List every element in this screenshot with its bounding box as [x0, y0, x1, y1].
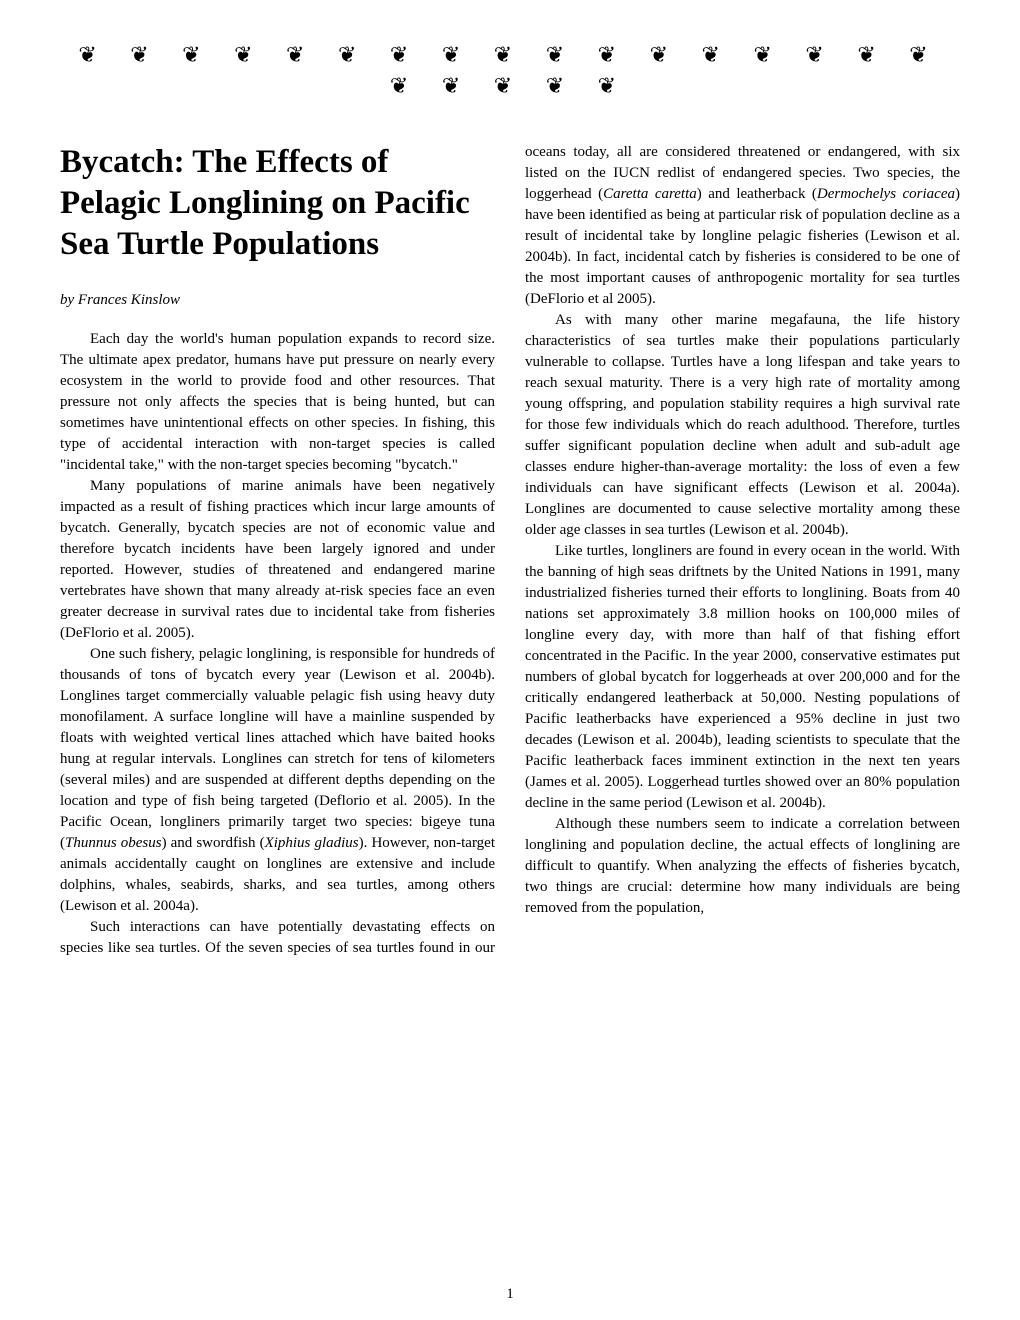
paragraph-3: One such fishery, pelagic longlining, is…	[60, 644, 495, 917]
paragraph-5: As with many other marine megafauna, the…	[525, 310, 960, 541]
p3-text-1: One such fishery, pelagic longlining, is…	[60, 646, 495, 851]
author-byline: by Frances Kinslow	[60, 290, 495, 311]
content-columns: Bycatch: The Effects of Pelagic Longlini…	[60, 142, 960, 960]
article-title: Bycatch: The Effects of Pelagic Longlini…	[60, 142, 495, 266]
p3-text-2: ) and swordfish (	[162, 835, 265, 851]
p3-species-1: Thunnus obesus	[65, 835, 162, 851]
paragraph-1: Each day the world's human population ex…	[60, 329, 495, 476]
p4-species-2: Dermochelys coriacea	[817, 186, 955, 202]
paragraph-2: Many populations of marine animals have …	[60, 476, 495, 644]
p4-text-2: ) and leatherback (	[697, 186, 817, 202]
page-number: 1	[506, 1284, 514, 1305]
p4-species-1: Caretta caretta	[603, 186, 697, 202]
p3-species-2: Xiphius gladius	[265, 835, 359, 851]
decorative-border: ❦ ❦ ❦ ❦ ❦ ❦ ❦ ❦ ❦ ❦ ❦ ❦ ❦ ❦ ❦ ❦ ❦ ❦ ❦ ❦ …	[60, 40, 960, 102]
paragraph-6: Like turtles, longliners are found in ev…	[525, 541, 960, 814]
paragraph-7: Although these numbers seem to indicate …	[525, 814, 960, 919]
p4-text-3: ) have been identified as being at parti…	[525, 186, 960, 307]
